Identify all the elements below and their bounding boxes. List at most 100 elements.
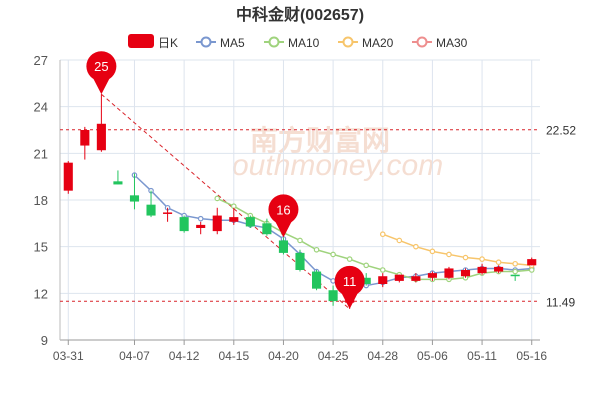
- legend-label-kline: 日K: [158, 36, 178, 50]
- legend-swatch-kline: [128, 34, 154, 48]
- badge-label: 25: [94, 59, 108, 74]
- y-tick-label: 24: [34, 100, 48, 115]
- candle: [196, 221, 206, 235]
- ma20-point: [446, 251, 452, 258]
- ma10-point: [214, 195, 221, 202]
- candle-body: [477, 266, 487, 274]
- badge-pointer: [93, 78, 110, 95]
- candle: [245, 215, 255, 228]
- candle-body: [295, 252, 305, 270]
- candle-body: [444, 268, 454, 278]
- candle: [444, 266, 454, 280]
- ma20-point: [429, 248, 436, 255]
- ma20-point: [379, 231, 386, 238]
- x-tick-label: 04-15: [218, 349, 249, 363]
- ma20-point: [479, 256, 485, 262]
- x-axis: 03-31 04-07 04-12 04-15 04-20 04-25 04-28 05-06…: [53, 60, 547, 363]
- badge-pointer: [341, 292, 358, 309]
- ma20-point: [512, 260, 518, 267]
- candle-body: [312, 271, 322, 289]
- ma10-point: [297, 237, 303, 244]
- candle: [312, 270, 322, 291]
- candle-body: [460, 270, 471, 277]
- ma10-point: [346, 256, 353, 262]
- badge-label: 11: [343, 274, 357, 289]
- candle: [494, 265, 504, 274]
- y-tick-label: 27: [34, 53, 48, 68]
- ma10-point: [528, 267, 535, 273]
- candle: [146, 190, 156, 218]
- candle: [113, 170, 123, 185]
- candle-body: [378, 276, 388, 284]
- ma20-point: [396, 237, 403, 244]
- candle-body: [427, 273, 437, 278]
- candle: [361, 273, 371, 286]
- x-tick-label: 05-06: [417, 349, 448, 363]
- candle-body: [394, 274, 404, 281]
- badge-circle: [334, 265, 365, 296]
- price-badge: 25: [86, 51, 117, 95]
- candle-body: [510, 274, 520, 277]
- candle: [278, 237, 288, 255]
- candle-body: [129, 195, 140, 202]
- candle-body: [80, 130, 90, 146]
- ma5-point: [330, 278, 336, 284]
- ma20-point: [413, 243, 419, 250]
- candle: [460, 268, 471, 278]
- y-tick-label: 9: [41, 333, 48, 348]
- ma5-point: [197, 215, 204, 222]
- candle: [262, 218, 272, 236]
- ma20-point: [462, 254, 469, 261]
- candle: [163, 207, 173, 222]
- ma10-point: [313, 246, 320, 253]
- legend-item-ma10: MA10: [264, 36, 320, 50]
- legend-item-ma5: MA5: [196, 36, 245, 50]
- y-tick-label: 15: [34, 240, 48, 255]
- ma20-series: [379, 231, 535, 269]
- badge-pointer: [275, 221, 292, 238]
- candle: [63, 161, 73, 194]
- y-axis: 9 12 15 18 21 24 27: [34, 53, 48, 348]
- legend-marker-ma20: [342, 36, 354, 48]
- candle: [80, 126, 90, 160]
- candle-body: [196, 224, 206, 228]
- candle-body: [212, 215, 222, 232]
- candle-body: [262, 223, 272, 235]
- candle-body: [411, 276, 421, 281]
- badge-label: 16: [276, 202, 290, 217]
- candle-body: [494, 266, 504, 272]
- ma10-point: [363, 262, 370, 269]
- candle: [477, 263, 487, 275]
- legend-label-ma10: MA10: [288, 36, 320, 50]
- ma10-point: [330, 251, 336, 258]
- ma10-point: [230, 203, 237, 210]
- reference-lines: 22.52 11.49: [60, 124, 576, 309]
- price-badges: 25 16 11: [86, 51, 365, 309]
- legend-label-ma20: MA20: [362, 36, 394, 50]
- badge-circle: [268, 194, 299, 225]
- y-tick-label: 18: [34, 193, 48, 208]
- candle-body: [229, 217, 239, 222]
- ma20-line: [382, 233, 532, 267]
- candle-body: [245, 217, 255, 227]
- ma20-point: [495, 259, 502, 266]
- y-tick-label: 21: [34, 146, 48, 161]
- legend-marker-ma10: [268, 36, 280, 48]
- candle: [212, 207, 222, 235]
- ma10-series: [214, 195, 535, 283]
- chart-legend: 日K MA5 MA10 MA20 MA30: [128, 34, 468, 50]
- chart-title: 中科金财(002657): [236, 5, 364, 24]
- legend-marker-ma5: [200, 36, 212, 48]
- candle: [328, 285, 338, 306]
- candle-body: [96, 123, 106, 151]
- legend-label-ma5: MA5: [220, 36, 245, 50]
- candle: [129, 173, 140, 210]
- legend-marker-ma30: [416, 36, 428, 48]
- candle: [378, 273, 388, 288]
- candle: [427, 271, 437, 281]
- badge-circle: [86, 51, 117, 82]
- x-tick-label: 05-11: [467, 349, 497, 363]
- candle-body: [146, 204, 156, 216]
- candle-body: [278, 240, 288, 253]
